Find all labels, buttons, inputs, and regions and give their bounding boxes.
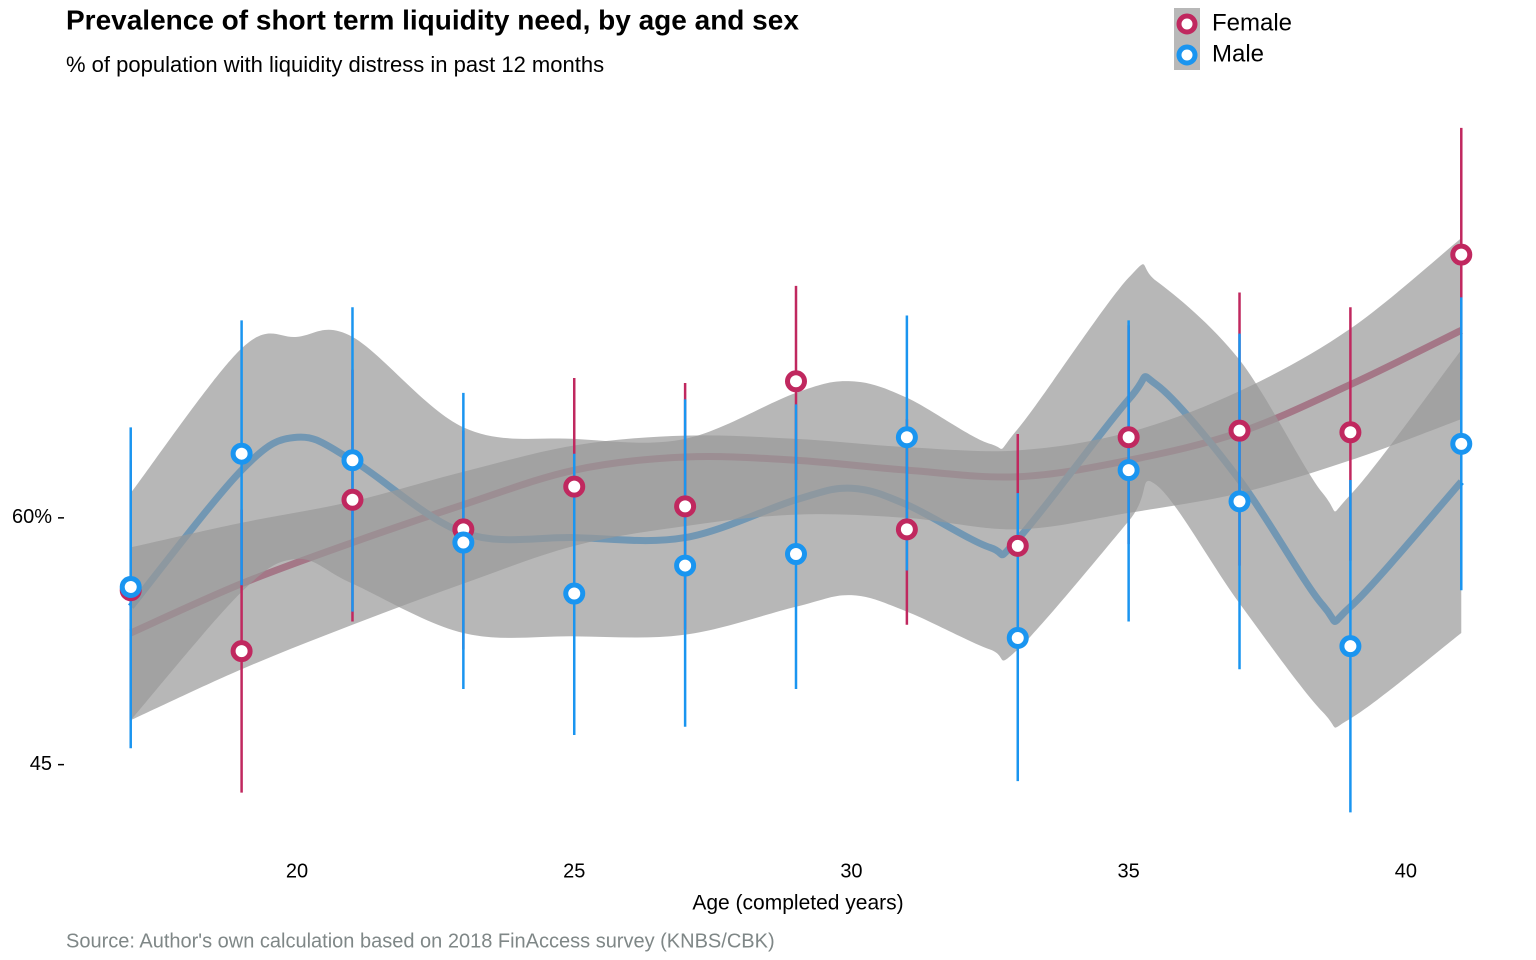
- point: [785, 370, 807, 393]
- chart-subtitle: % of population with liquidity distress …: [66, 52, 604, 77]
- point: [785, 543, 807, 566]
- point: [1006, 534, 1029, 557]
- legend-label: Male: [1212, 40, 1264, 67]
- point: [1228, 419, 1251, 442]
- point: [1450, 243, 1473, 266]
- point: [563, 475, 586, 498]
- caption: Source: Author's own calculation based o…: [66, 930, 775, 952]
- point: [1117, 459, 1140, 482]
- x-tick-label: 40: [1395, 860, 1417, 882]
- legend-label: Female: [1212, 9, 1292, 36]
- point: [341, 488, 364, 511]
- x-tick-label: 30: [840, 860, 862, 882]
- x-axis-label: Age (completed years): [692, 892, 903, 915]
- point: [1339, 635, 1362, 658]
- point: [452, 531, 475, 554]
- x-tick-label: 20: [286, 860, 308, 882]
- point: [895, 426, 918, 449]
- point: [230, 640, 253, 663]
- point: [1117, 426, 1140, 449]
- x-tick-label: 25: [563, 860, 585, 882]
- point: [563, 582, 586, 605]
- legend-marker: [1176, 44, 1198, 66]
- y-tick-label: 60%: [12, 506, 52, 528]
- point: [895, 518, 918, 541]
- point: [1450, 432, 1473, 455]
- point: [1006, 626, 1029, 649]
- y-tick-label: 45: [30, 753, 52, 775]
- chart-title: Prevalence of short term liquidity need,…: [66, 4, 799, 35]
- legend-marker: [1176, 13, 1198, 35]
- point: [1339, 421, 1362, 444]
- point: [119, 575, 142, 598]
- point: [230, 442, 253, 465]
- x-tick-label: 35: [1118, 860, 1140, 882]
- point: [674, 495, 697, 518]
- point: [1228, 490, 1251, 513]
- point: [674, 554, 697, 577]
- point: [341, 449, 364, 472]
